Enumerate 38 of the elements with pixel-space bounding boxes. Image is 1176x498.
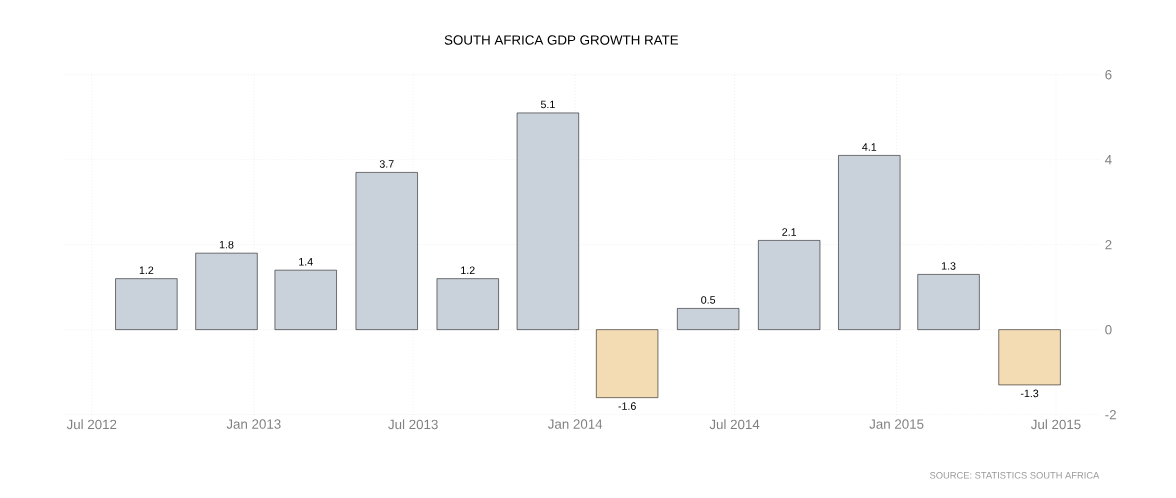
x-tick-label: Jan 2014 [547, 419, 603, 429]
bar [998, 329, 1061, 386]
data-label: 1.4 [299, 258, 313, 266]
data-label: 5.1 [540, 100, 555, 109]
bar [355, 172, 418, 330]
x-tick-label: Jul 2013 [388, 419, 438, 430]
data-label: 0.5 [701, 296, 716, 304]
data-label: -1.3 [1020, 389, 1039, 398]
x-tick-label: Jul 2015 [1030, 419, 1081, 430]
bar [274, 269, 337, 330]
x-tick-label: Jan 2015 [869, 419, 924, 429]
bar [115, 278, 178, 330]
bar [758, 240, 821, 330]
x-tick-label: Jul 2014 [709, 419, 760, 430]
data-label: 1.2 [461, 266, 475, 274]
data-label: 1.8 [219, 240, 234, 249]
data-label: 2.1 [782, 228, 797, 236]
data-label: 3.7 [379, 160, 394, 168]
data-label: 4.1 [862, 143, 877, 151]
source-note: SOURCE: STATISTICS SOUTH AFRICA [929, 472, 1100, 479]
bar [516, 112, 579, 330]
y-tick-label: -2 [1105, 410, 1116, 420]
x-tick-label: Jul 2012 [66, 419, 117, 430]
y-tick-label: 0 [1105, 324, 1112, 335]
chart-title: SOUTH AFRICA GDP GROWTH RATE [444, 35, 679, 45]
bar [195, 252, 258, 330]
y-tick-label: 6 [1105, 69, 1112, 80]
bar [436, 278, 499, 330]
data-label: 1.3 [941, 262, 956, 270]
y-tick-label: 2 [1105, 240, 1112, 250]
x-tick-label: Jan 2013 [226, 419, 281, 429]
bar [677, 308, 740, 330]
bar [917, 274, 980, 330]
data-label: -1.6 [618, 402, 636, 410]
data-label: 1.2 [139, 266, 154, 274]
bar [838, 155, 901, 330]
bar [596, 329, 659, 398]
y-tick-label: 4 [1105, 155, 1112, 165]
